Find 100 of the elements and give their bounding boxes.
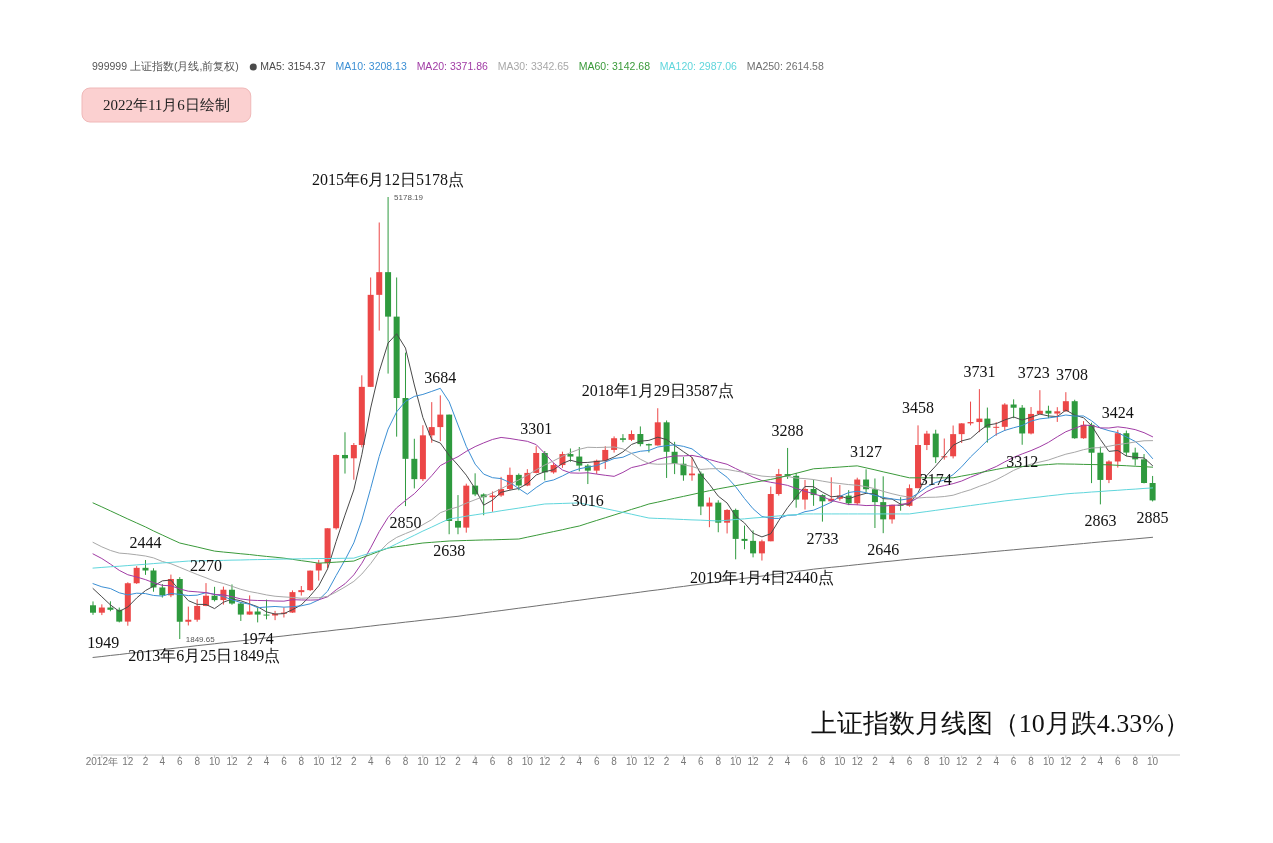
x-tick-label: 8 <box>194 756 201 767</box>
x-tick-label: 10 <box>1147 756 1159 767</box>
x-tick-label: 8 <box>507 756 514 767</box>
annotation: 2444 <box>129 534 162 551</box>
annotation: 1849.65 <box>185 634 216 644</box>
candlestick <box>1001 402 1008 432</box>
x-tick-label: 2 <box>976 756 983 767</box>
x-tick-label: 12 <box>1060 756 1072 767</box>
annotation: 3127 <box>850 443 883 461</box>
x-tick-label: 8 <box>819 756 826 767</box>
x-tick-label: 2 <box>872 756 879 767</box>
annotation: 2850 <box>389 514 422 532</box>
x-tick-label: 4 <box>1097 756 1104 767</box>
annotation: 3288 <box>771 421 804 439</box>
candlestick <box>341 431 348 475</box>
candlestick <box>90 600 96 616</box>
x-tick-label: 10 <box>313 756 325 767</box>
candlestick <box>654 407 661 447</box>
x-tick-label: 4 <box>472 756 479 767</box>
candlestick <box>350 442 357 481</box>
annotation: 3312 <box>1006 452 1039 470</box>
annotation: 3731 <box>963 363 996 381</box>
x-tick-label: 10 <box>417 756 429 767</box>
legend-label: MA5: 3154.37 <box>260 60 326 72</box>
annotation: 2733 <box>806 529 839 547</box>
candlestick <box>758 539 765 562</box>
text: 上证指数月线图（10月跌4.33%） <box>810 709 1190 738</box>
x-tick-label: 4 <box>367 756 374 767</box>
x-tick-label: 10 <box>521 756 534 767</box>
x-tick-label: 12 <box>851 756 864 767</box>
annotation: 2270 <box>190 557 223 575</box>
annotation: 2863 <box>1084 512 1117 530</box>
candlestick <box>950 425 957 459</box>
x-tick-label: 2012年 <box>85 756 118 767</box>
candlestick <box>489 490 496 513</box>
annotation: 3684 <box>424 369 457 387</box>
candlestick <box>237 601 244 622</box>
x-tick-label: 2 <box>351 756 358 767</box>
candlestick <box>307 569 314 592</box>
annotation: 1949 <box>87 633 120 651</box>
x-tick-label: 12 <box>434 756 447 767</box>
candlestick <box>533 445 540 474</box>
annotation: 3723 <box>1017 364 1050 382</box>
candlestick <box>750 529 757 558</box>
annotation: 2018年1月29日3587点 <box>581 382 734 400</box>
annotation: 2013年6月25日1849点 <box>128 647 281 664</box>
candlestick <box>1036 389 1043 415</box>
x-tick-label: 6 <box>385 756 392 767</box>
x-tick-label: 2 <box>142 756 149 767</box>
x-tick-label: 12 <box>122 756 134 767</box>
x-tick-label: 8 <box>715 756 722 767</box>
x-tick-label: 4 <box>263 756 270 767</box>
candlestick <box>455 494 461 535</box>
x-tick-label: 2 <box>455 756 462 767</box>
x-tick-label: 6 <box>1010 756 1017 767</box>
x-tick-label: 4 <box>784 756 791 767</box>
x-tick-label: 6 <box>489 756 496 767</box>
candlestick <box>428 401 435 444</box>
x-tick-label: 8 <box>924 756 931 767</box>
candlestick <box>932 429 939 464</box>
x-tick-label: 2 <box>559 756 566 767</box>
candlestick <box>185 606 192 626</box>
x-tick-label: 12 <box>539 756 551 767</box>
annotation: 3458 <box>902 399 935 417</box>
x-tick-label: 8 <box>402 756 409 767</box>
candlestick <box>923 430 930 451</box>
text: MA60: 3142.68 <box>578 60 651 72</box>
x-tick-label: 2 <box>246 756 253 767</box>
candlestick <box>194 598 201 623</box>
x-tick-label: 2 <box>663 756 670 767</box>
annotation: 1974 <box>241 630 274 648</box>
annotation: 2019年1月4日2440点 <box>689 568 834 586</box>
x-tick-label: 12 <box>330 756 343 767</box>
x-tick-label: 2 <box>767 756 774 767</box>
annotation: 5178.19 <box>394 192 424 202</box>
text: 2022年11月6日绘制 <box>102 97 230 113</box>
x-tick-label: 6 <box>698 756 705 767</box>
x-tick-label: 4 <box>680 756 687 767</box>
candlestick <box>1105 459 1112 484</box>
text: MA30: 3342.65 <box>497 60 570 72</box>
candlestick <box>376 221 383 332</box>
candlestick <box>958 422 965 444</box>
candlestick <box>724 508 731 534</box>
annotation: 2638 <box>433 542 466 560</box>
annotation: 3016 <box>571 492 604 510</box>
x-tick-label: 4 <box>993 756 1000 767</box>
annotation: 3424 <box>1101 403 1134 421</box>
x-tick-label: 8 <box>1028 756 1035 767</box>
text: MA20: 3371.86 <box>416 60 488 72</box>
x-tick-label: 8 <box>1132 756 1139 767</box>
x-tick-label: 4 <box>576 756 583 767</box>
x-tick-label: 12 <box>643 756 655 767</box>
x-tick-label: 12 <box>226 756 238 767</box>
candlestick <box>437 394 444 442</box>
x-tick-label: 2 <box>1080 756 1087 767</box>
text: MA10: 3208.13 <box>335 60 407 72</box>
x-tick-label: 6 <box>176 756 183 767</box>
candlestick <box>1149 475 1156 502</box>
x-tick-label: 6 <box>281 756 288 767</box>
candlestick <box>741 525 748 550</box>
